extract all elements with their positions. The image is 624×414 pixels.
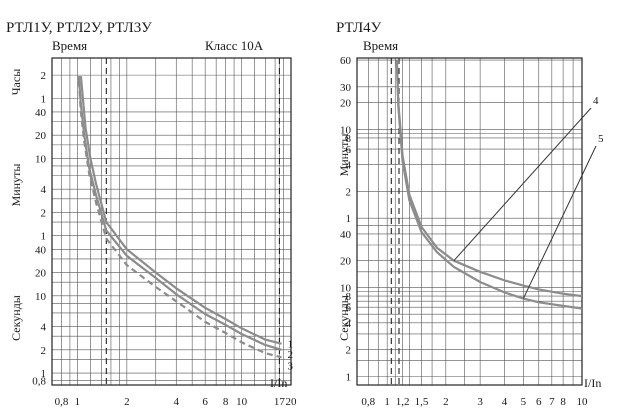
x-tick-label: 2 [124,396,130,408]
y-tick-label: 6 [346,302,352,314]
x-tick-label: 1,2 [396,396,410,408]
x-tick-label: 10 [236,396,248,408]
y-tick-label: 10 [35,153,47,165]
x-tick-label: 10 [577,396,589,408]
x-tick-label: 8 [223,396,229,408]
y-tick-label: 2 [41,70,47,82]
x-tick-label: 3 [477,396,483,408]
series-line-5 [395,60,583,310]
series-line-2 [77,76,282,351]
series-label: 5 [598,133,604,145]
y-tick-label: 40 [35,107,47,119]
y-tick-label: 1 [41,368,47,380]
plot-frame [51,57,292,386]
y-tick-label: 6 [346,144,352,156]
x-tick-label: 0,8 [361,396,375,408]
y-caption-left: Время [52,38,87,53]
chart-title-right: РТЛ4У [336,20,382,36]
y-tick-label: 1 [41,93,47,105]
x-tick-label: 4 [174,396,180,408]
y-tick-label: 4 [346,160,352,172]
series-label: 4 [593,95,599,107]
series-labels-left: 123 [287,339,293,373]
x-tick-label: 17 [274,396,286,408]
x-tick-label: 5 [521,396,527,408]
y-tick-label: 20 [35,268,47,280]
y-tick-label: 8 [346,291,352,303]
y-tick-label: 4 [346,318,352,330]
y-tick-label: 40 [35,244,47,256]
x-tick-labels-left: 0,8 1 2 4 6 8 10 17 20 [55,396,297,408]
y-tick-label: 2 [41,207,47,219]
y-tick-label: 0,8 [32,376,46,388]
x-tick-label: 7 [549,396,555,408]
y-tick-label: 2 [346,345,352,357]
unit-label-seconds-left: Секунды [9,295,23,341]
y-tick-label: 2 [41,345,47,357]
y-tick-label: 20 [35,130,47,142]
y-tick-label: 1 [41,231,47,243]
x-tick-label: 4 [502,396,508,408]
leader-line [522,145,597,299]
x-tick-label: 1 [384,396,390,408]
class-label: Класс 10А [205,38,264,53]
curves-right [395,60,583,310]
unit-label-minutes-right: Минуты [337,134,351,177]
x-tick-label: 8 [560,396,566,408]
series-line-1 [79,76,282,345]
y-tick-label: 2 [346,186,352,198]
grid-left [51,57,292,386]
y-tick-label: 1 [346,371,352,383]
y-tick-label: 20 [340,98,352,110]
series-line-3 [77,81,282,359]
x-tick-label: 1,5 [415,396,429,408]
series-label: 3 [287,360,293,372]
y-tick-label: 4 [41,184,47,196]
y-tick-label: 40 [340,229,352,241]
y-caption-right: Время [363,38,398,53]
x-caption-right: I/In [584,376,601,390]
x-tick-label: 2 [443,396,449,408]
x-tick-label: 0,8 [55,396,69,408]
unit-label-hours: Часы [9,69,23,96]
chart-title-left: РТЛ1У, РТЛ2У, РТЛ3У [6,20,152,36]
y-tick-label: 20 [340,256,352,268]
x-tick-label: 6 [202,396,208,408]
leader-line [453,107,592,262]
y-tick-label: 10 [340,282,352,294]
y-tick-label: 60 [340,55,352,67]
series-label: 1 [287,339,293,351]
plot-frame [356,57,583,386]
unit-label-seconds-right: Секунды [337,295,351,341]
chart-left: РТЛ1У, РТЛ2У, РТЛ3У Время Класс 10А 2140… [6,20,297,408]
y-tick-label: 30 [340,82,352,94]
curves-left [77,76,282,359]
x-tick-label: 1 [75,396,81,408]
y-tick-label: 10 [35,291,47,303]
x-tick-label: 6 [536,396,542,408]
y-tick-label: 8 [346,133,352,145]
grid-right [356,57,583,386]
series-labels-right: 45 [453,95,604,299]
x-caption-left: I/In [270,376,287,390]
y-tick-label: 1 [346,213,352,225]
series-label: 2 [287,349,293,361]
x-tick-labels-right: 0,8 1 1,2 1,5 2 3 4 5 6 7 8 10 [361,396,588,408]
y-tick-label: 4 [41,322,47,334]
x-tick-label: 20 [286,396,298,408]
y-tick-label: 10 [340,124,352,136]
unit-label-minutes-left: Минуты [9,164,23,207]
